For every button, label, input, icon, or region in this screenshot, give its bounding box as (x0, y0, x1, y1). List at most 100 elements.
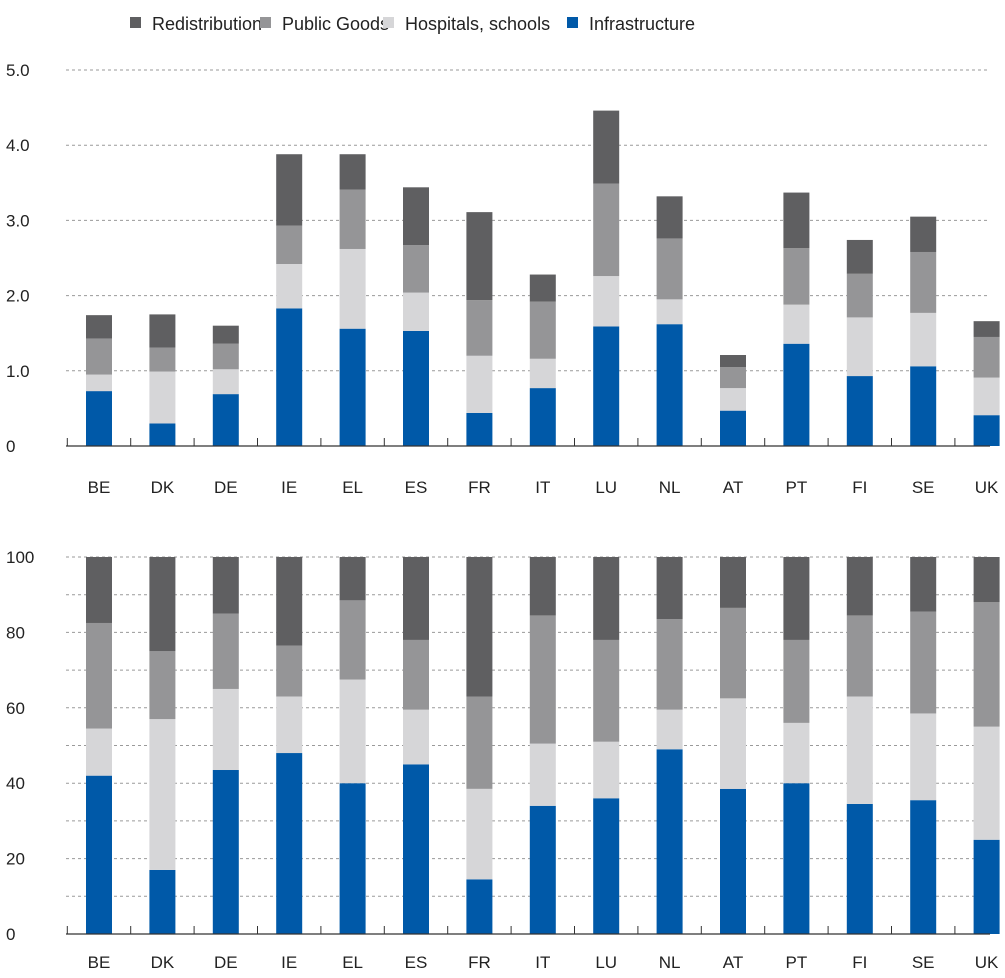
bar-segment-de-hospitals-schools (212, 369, 239, 395)
bar-segment-ie-redistribution (276, 154, 303, 226)
bar-segment-at-hospitals-schools (720, 698, 746, 789)
bar-segment-de-redistribution (212, 557, 239, 614)
x-tick-label: FR (468, 953, 491, 972)
legend-label-3: Hospitals, schools (405, 14, 550, 34)
bar-segment-lu-public-goods (593, 183, 620, 277)
bar-segment-dk-infrastructure (149, 423, 176, 446)
bar-segment-se-redistribution (910, 557, 937, 612)
percentage-share-chart: 0 20 40 60 80 100 BE DK DE IE EL ES FR IT LU NL AT PT FI SE… (6, 548, 1000, 972)
bar-segment-ie-hospitals-schools (276, 696, 303, 754)
x-tick-label: NL (659, 953, 681, 972)
bar-segment-uk-redistribution (973, 321, 1000, 337)
x-tick-label: SE (912, 953, 935, 972)
bar-segment-ie-infrastructure (276, 308, 303, 446)
bar-segment-be-redistribution (86, 557, 112, 623)
bar-segment-at-redistribution (720, 355, 746, 368)
bar-segment-nl-redistribution (656, 557, 683, 620)
x-tick-label: EL (342, 953, 363, 972)
bar-segment-be-hospitals-schools (86, 374, 112, 392)
y-tick-label: 80 (6, 623, 25, 642)
bar-segment-uk-public-goods (973, 336, 1000, 378)
bar-segment-se-hospitals-schools (910, 713, 937, 801)
bar-segment-de-infrastructure (212, 770, 239, 934)
bar-segment-dk-public-goods (149, 347, 176, 372)
y-tick-label: 4.0 (6, 136, 30, 155)
bar-segment-lu-infrastructure (593, 798, 620, 934)
bar-segment-de-redistribution (212, 325, 239, 344)
y-tick-label: 1.0 (6, 362, 30, 381)
bar-segment-be-redistribution (86, 315, 112, 339)
bar-segment-es-hospitals-schools (403, 709, 429, 765)
x-tick-label: NL (659, 478, 681, 497)
bar-segment-ie-hospitals-schools (276, 264, 303, 309)
bar-segment-at-infrastructure (720, 788, 746, 934)
bar-segment-fi-hospitals-schools (846, 696, 873, 804)
bar-segment-it-hospitals-schools (529, 358, 556, 389)
bar-segment-fr-hospitals-schools (466, 788, 493, 880)
bar-segment-fi-redistribution (846, 557, 873, 616)
bar-segment-de-hospitals-schools (212, 688, 239, 771)
bar-segment-fr-infrastructure (466, 879, 493, 934)
bar-segment-uk-infrastructure (973, 415, 1000, 446)
x-tick-label: SE (912, 478, 935, 497)
absolute-values-chart: 0 1.0 2.0 3.0 4.0 5.0 BE DK DE IE EL ES FR IT LU NL AT PT… (6, 61, 1000, 497)
bar-segment-se-redistribution (910, 216, 937, 252)
bar-segment-es-infrastructure (403, 764, 429, 934)
bar-segment-nl-public-goods (656, 619, 683, 710)
bar-segment-fr-public-goods (466, 300, 493, 356)
bar-segment-nl-hospitals-schools (656, 299, 683, 325)
x-tick-label: EL (342, 478, 363, 497)
y-tick-label: 3.0 (6, 211, 30, 230)
y-tick-label: 20 (6, 850, 25, 869)
bar-segment-se-public-goods (910, 251, 937, 313)
legend-label-2: Public Goods (282, 14, 389, 34)
legend-label-1: Redistribution (152, 14, 262, 34)
bar-segment-el-redistribution (339, 557, 366, 601)
x-tick-label: BE (88, 478, 111, 497)
legend-swatch-2 (260, 17, 271, 28)
bar-segment-dk-redistribution (149, 314, 176, 348)
bar-segment-fi-public-goods (846, 615, 873, 697)
bar-segment-be-infrastructure (86, 391, 112, 446)
bar-segment-pt-redistribution (783, 557, 810, 640)
x-tick-label: ES (405, 478, 428, 497)
x-tick-label: PT (786, 953, 808, 972)
y-tick-label: 2.0 (6, 287, 30, 306)
bar-segment-dk-infrastructure (149, 869, 176, 934)
bar-segment-fi-hospitals-schools (846, 317, 873, 377)
bar-segment-ie-public-goods (276, 225, 303, 265)
bar-segment-be-infrastructure (86, 775, 112, 934)
x-tick-label: FR (468, 478, 491, 497)
bar-segment-fr-infrastructure (466, 412, 493, 446)
bar-segment-se-hospitals-schools (910, 312, 937, 367)
bar-segment-de-infrastructure (212, 394, 239, 446)
bar-segment-nl-public-goods (656, 238, 683, 300)
bar-segment-be-public-goods (86, 622, 112, 729)
x-tick-label: DE (214, 953, 238, 972)
x-tick-label: IT (535, 953, 550, 972)
bar-segment-fr-redistribution (466, 212, 493, 301)
x-tick-label: LU (595, 953, 617, 972)
bar-segment-se-infrastructure (910, 366, 937, 446)
x-tick-label: UK (975, 953, 999, 972)
bar-segment-at-infrastructure (720, 410, 746, 446)
bar-segment-uk-infrastructure (973, 839, 1000, 934)
bar-segment-uk-hospitals-schools (973, 377, 1000, 416)
x-tick-label: AT (723, 953, 743, 972)
x-tick-label: AT (723, 478, 743, 497)
y-tick-label: 100 (6, 548, 34, 567)
bar-segment-ie-redistribution (276, 557, 303, 646)
bar-segment-el-public-goods (339, 600, 366, 680)
bar-segment-es-infrastructure (403, 330, 429, 446)
y-tick-label: 0 (6, 437, 15, 456)
bar-segment-be-hospitals-schools (86, 728, 112, 776)
x-tick-label: IE (281, 953, 297, 972)
x-tick-label: LU (595, 478, 617, 497)
bar-segment-fr-redistribution (466, 557, 493, 697)
bar-segment-fi-public-goods (846, 273, 873, 318)
bar-segment-pt-redistribution (783, 192, 810, 249)
bar-segment-lu-infrastructure (593, 326, 620, 446)
bar-segment-it-public-goods (529, 301, 556, 359)
bar-segment-pt-hospitals-schools (783, 304, 810, 344)
